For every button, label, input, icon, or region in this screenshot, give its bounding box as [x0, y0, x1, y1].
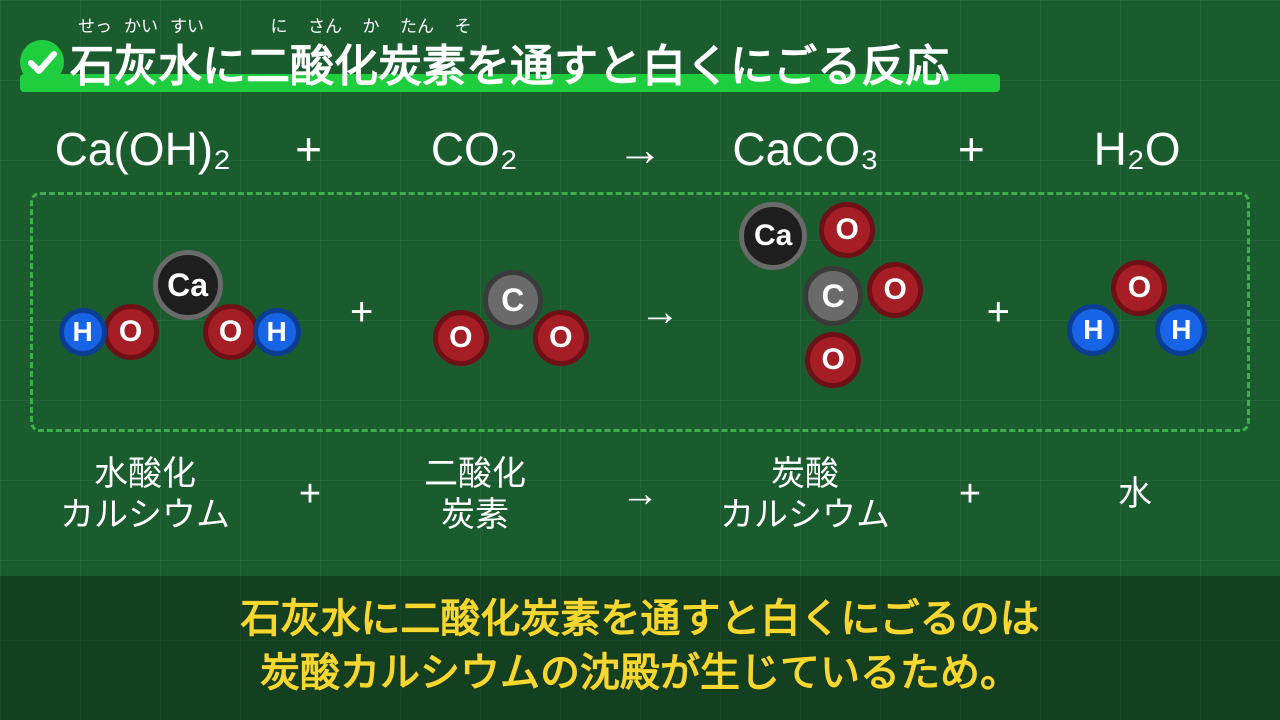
equation-operator: →: [610, 122, 670, 176]
title-row: せっかいすいにさんかたんそ 石灰水に二酸化炭素を通すと白くにごる反応: [0, 0, 1280, 104]
molecule-caoh2: CaOHOH: [63, 242, 303, 382]
explanation-line-2: 炭酸カルシウムの沈殿が生じているため。: [20, 646, 1260, 700]
model-operator: →: [640, 290, 680, 335]
atom-O: O: [805, 332, 861, 388]
atom-H: H: [59, 308, 107, 356]
molecule-caco3: CaOCOO: [719, 202, 939, 422]
molecule-h2o: OHH: [1057, 252, 1217, 372]
atom-C: C: [803, 266, 863, 326]
atom-O: O: [1111, 260, 1167, 316]
compound-name: 二酸化炭素: [385, 454, 565, 536]
atom-O: O: [533, 310, 589, 366]
compound-name: 水酸化カルシウム: [55, 454, 235, 536]
molecule-co2: COO: [421, 252, 601, 372]
atom-H: H: [253, 308, 301, 356]
equation-operator: +: [941, 122, 1001, 176]
atom-O: O: [433, 310, 489, 366]
atom-H: H: [1067, 304, 1119, 356]
atom-Ca: Ca: [153, 250, 223, 320]
atom-Ca: Ca: [739, 202, 807, 270]
compound-names-row: 水酸化カルシウム + 二酸化炭素 → 炭酸カルシウム + 水: [0, 440, 1280, 536]
molecule-model-box: CaOHOH+COO→CaOCOO+OHH: [30, 192, 1250, 432]
atom-H: H: [1155, 304, 1207, 356]
equation-term: H₂O: [1047, 122, 1227, 176]
atom-C: C: [483, 270, 543, 330]
atom-O: O: [867, 262, 923, 318]
explanation-line-1: 石灰水に二酸化炭素を通すと白くにごるのは: [20, 592, 1260, 646]
name-operator: +: [945, 473, 995, 516]
atom-O: O: [819, 202, 875, 258]
name-operator: +: [285, 473, 335, 516]
explanation-banner: 石灰水に二酸化炭素を通すと白くにごるのは 炭酸カルシウムの沈殿が生じているため。: [0, 576, 1280, 720]
name-operator: →: [615, 473, 665, 516]
equation-term: CO₂: [384, 122, 564, 176]
model-operator: +: [978, 290, 1018, 335]
equation-operator: +: [279, 122, 339, 176]
page-title: 石灰水に二酸化炭素を通すと白くにごる反応: [70, 30, 949, 94]
compound-name: 炭酸カルシウム: [715, 454, 895, 536]
equation-term: Ca(OH)₂: [53, 122, 233, 176]
chemical-equation: Ca(OH)₂ + CO₂ → CaCO₃ + H₂O: [0, 104, 1280, 184]
atom-O: O: [103, 304, 159, 360]
equation-term: CaCO₃: [716, 122, 896, 176]
model-operator: +: [342, 290, 382, 335]
check-icon: [20, 40, 64, 84]
atom-O: O: [203, 304, 259, 360]
compound-name: 水: [1045, 474, 1225, 515]
